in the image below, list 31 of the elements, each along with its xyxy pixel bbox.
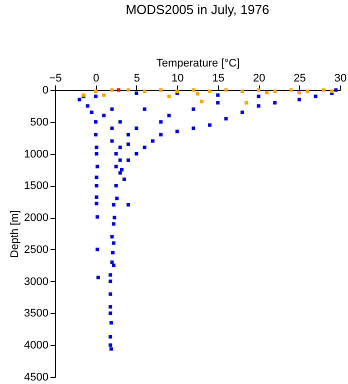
y-tick-label: 3000	[24, 276, 48, 288]
x-tick-label: 15	[212, 72, 224, 84]
y-tick-label: 0	[42, 84, 48, 96]
point	[200, 100, 204, 104]
point	[142, 90, 146, 94]
y-tick-label: 2500	[24, 244, 48, 256]
point	[306, 90, 310, 94]
y-tick-label: 1000	[24, 148, 48, 160]
x-tick-label: 25	[294, 72, 306, 84]
x-tick-label: 5	[134, 72, 140, 84]
y-tick-label: 4000	[24, 340, 48, 352]
point	[94, 90, 98, 94]
point	[240, 90, 244, 94]
x-tick-label: 30	[334, 72, 347, 84]
chart-title: MODS2005 in July, 1976	[126, 2, 270, 17]
point	[208, 90, 212, 94]
point	[102, 93, 106, 97]
y-tick-label: 4500	[24, 372, 48, 384]
y-axis-title: Depth [m]	[9, 210, 22, 258]
y-tick-label: 500	[30, 116, 48, 128]
point	[244, 101, 248, 104]
x-tick-label: 10	[172, 72, 184, 84]
y-tick-label: 3500	[24, 308, 48, 320]
x-axis-title: Temperature [°C]	[156, 58, 240, 70]
x-tick-label: 20	[252, 72, 266, 84]
x-tick-label: −5	[49, 72, 62, 84]
x-tick-label: 0	[93, 72, 100, 84]
point	[273, 90, 277, 94]
y-tick-label: 1500	[24, 180, 48, 192]
y-tick-label: 2000	[24, 212, 48, 224]
point	[264, 90, 268, 94]
